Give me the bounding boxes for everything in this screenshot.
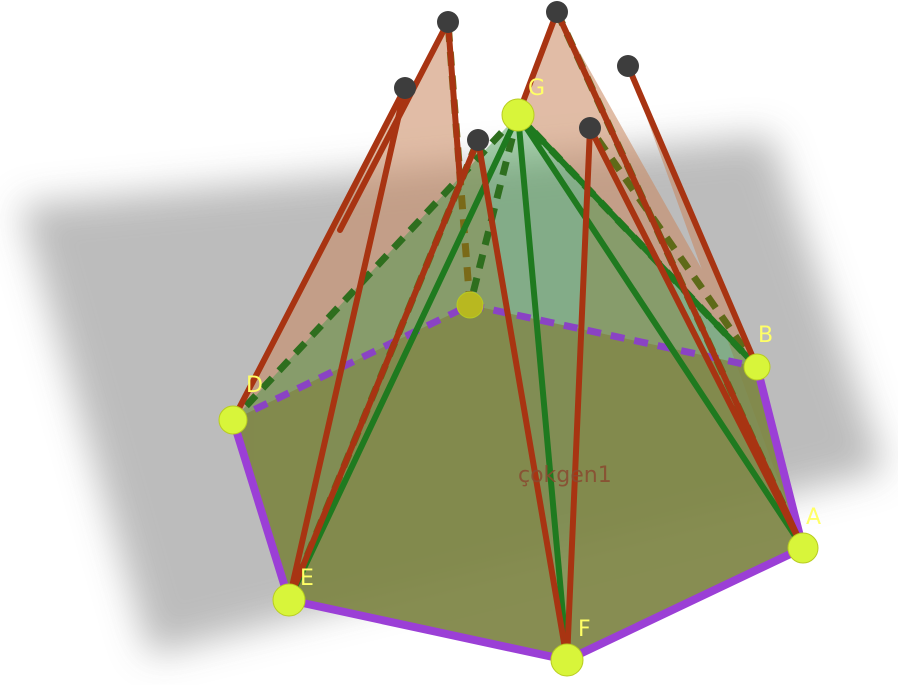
- net-edge-5: [564, 125, 593, 663]
- point-b[interactable]: [743, 353, 771, 381]
- label-b: B: [758, 323, 773, 348]
- vertex-labels: G B A F E D: [246, 76, 821, 642]
- label-g: G: [528, 76, 545, 101]
- label-f: F: [578, 617, 591, 642]
- label-a: A: [806, 505, 821, 530]
- pyramid-edge-ge: [286, 112, 521, 603]
- point-c[interactable]: [456, 291, 484, 319]
- net-endpoint-4: [394, 77, 416, 99]
- net-endpoint-3: [617, 55, 639, 77]
- net-edges: [230, 9, 806, 663]
- base-edges: [229, 363, 807, 664]
- net-edge-6: [587, 125, 806, 551]
- pyramid-edges: [286, 112, 806, 663]
- net-edge-3: [286, 137, 481, 603]
- point-e[interactable]: [272, 583, 306, 617]
- pyramid-edge-gb: [515, 112, 760, 370]
- base-edge-ef: [285, 596, 571, 664]
- net-endpoint-1: [437, 11, 459, 33]
- polygon-label: çokgen1: [518, 463, 612, 488]
- point-f[interactable]: [550, 643, 584, 677]
- net-edge-4: [475, 137, 570, 663]
- net-face-6: [233, 22, 470, 420]
- net-endpoint-6: [579, 117, 601, 139]
- net-endpoints: [394, 1, 639, 151]
- hidden-pyramid-edge-2: [230, 112, 521, 423]
- vertices: [218, 98, 819, 677]
- label-d: D: [246, 373, 263, 398]
- hidden-pyramid-edge-1: [466, 114, 522, 306]
- base-edge-ab: [753, 363, 807, 552]
- hidden-net-edge-3: [587, 125, 760, 370]
- net-edge-1: [230, 85, 408, 423]
- net-edge-9: [515, 9, 560, 118]
- pyramid-face-1: [233, 115, 518, 600]
- label-e: E: [300, 566, 314, 591]
- base-edge-fa: [563, 544, 807, 664]
- pyramid-face-3: [518, 115, 803, 660]
- net-edge-11: [337, 19, 451, 233]
- point-a[interactable]: [787, 532, 819, 564]
- pyramid-edge-ga: [515, 112, 806, 551]
- net-edge-10: [445, 19, 463, 183]
- net-edge-8: [625, 63, 760, 370]
- base-edge-de: [229, 416, 293, 604]
- pyramid-edge-gf: [515, 112, 570, 663]
- net-edge-7: [554, 9, 806, 551]
- hidden-base-edge-1: [231, 301, 472, 424]
- net-edge-2: [286, 85, 408, 603]
- point-d[interactable]: [218, 405, 248, 435]
- net-endpoint-5: [467, 129, 489, 151]
- point-g[interactable]: [501, 98, 535, 132]
- net-endpoint-2: [546, 1, 568, 23]
